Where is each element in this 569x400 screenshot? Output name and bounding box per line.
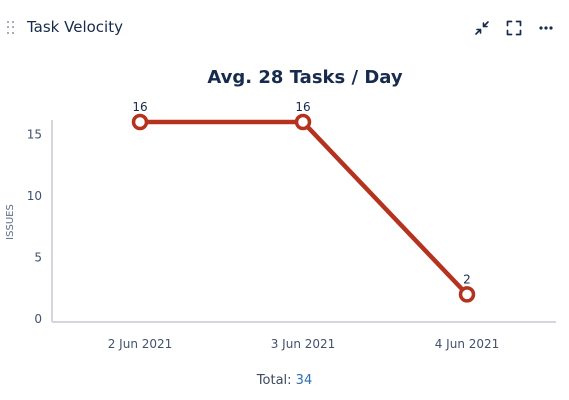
x-tick-label: 3 Jun 2021: [271, 337, 336, 351]
more-options-button[interactable]: [534, 16, 558, 40]
data-point: [294, 113, 312, 131]
widget-title: Task Velocity: [27, 18, 123, 36]
data-points: [131, 113, 476, 303]
fullscreen-icon: [506, 20, 522, 36]
data-label: 2: [463, 272, 471, 286]
data-point: [458, 286, 476, 303]
drag-handle-icon[interactable]: [7, 21, 15, 35]
x-tick-label: 2 Jun 2021: [108, 337, 173, 351]
data-label: 16: [132, 100, 147, 114]
chart-area: Avg. 28 Tasks / Day ISSUES 0 5 10 15 2 Jun …: [0, 56, 569, 400]
data-labels: 16 16 2: [132, 100, 470, 286]
y-tick-label: 0: [34, 312, 42, 326]
data-label: 16: [295, 100, 310, 114]
y-tick-label: 10: [27, 189, 42, 203]
x-tick-labels: 2 Jun 2021 3 Jun 2021 4 Jun 2021: [108, 337, 500, 351]
widget-header: Task Velocity: [0, 0, 569, 56]
total-summary: Total: 34: [0, 373, 569, 388]
collapse-button[interactable]: [470, 16, 494, 40]
fullscreen-button[interactable]: [502, 16, 526, 40]
y-axis-label: ISSUES: [5, 204, 16, 240]
y-tick-label: 15: [27, 127, 42, 141]
velocity-line-chart: Avg. 28 Tasks / Day ISSUES 0 5 10 15 2 Jun …: [5, 67, 556, 351]
series-line: [137, 119, 470, 297]
collapse-arrows-icon: [475, 21, 489, 35]
x-tick-label: 4 Jun 2021: [435, 337, 500, 351]
data-point: [131, 113, 149, 131]
chart-axes: [51, 120, 556, 323]
total-value: 34: [295, 373, 313, 388]
y-tick-labels: 0 5 10 15: [27, 127, 42, 326]
total-label: Total:: [256, 373, 292, 388]
series-line-group: [137, 119, 470, 297]
chart-title: Avg. 28 Tasks / Day: [207, 67, 402, 88]
y-tick-label: 5: [34, 250, 42, 264]
more-horizontal-icon: [539, 26, 553, 30]
